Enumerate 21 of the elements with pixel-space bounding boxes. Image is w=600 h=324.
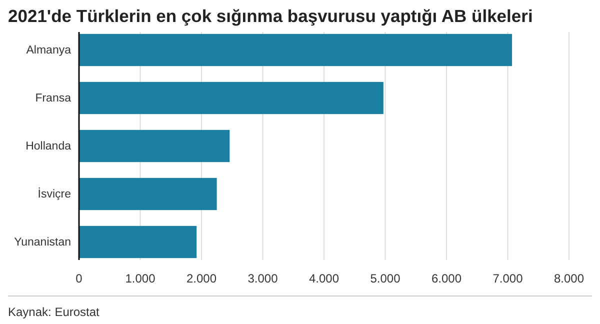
x-tick-label: 6.000 [431, 272, 462, 286]
chart-title: 2021'de Türklerin en çok sığınma başvurusu yaptığı AB ülkeleri [8, 6, 533, 26]
y-tick-label: Fransa [35, 92, 72, 105]
bar [79, 178, 217, 210]
bar [79, 34, 512, 66]
bar [79, 226, 197, 258]
x-tick-label: 0 [76, 272, 83, 286]
y-tick-label: Almanya [26, 44, 72, 57]
y-tick-label: Hollanda [26, 140, 72, 153]
x-tick-label: 8.000 [554, 272, 584, 286]
y-tick-label: Yunanistan [14, 236, 71, 249]
x-tick-label: 7.000 [492, 272, 524, 286]
bar [79, 130, 230, 162]
x-tick-label: 4.000 [308, 272, 340, 286]
text: Kaynak: Eurostat [8, 305, 100, 319]
bar [79, 82, 384, 114]
x-tick-label: 3.000 [248, 272, 278, 286]
x-tick-label: 2.000 [186, 272, 217, 286]
x-tick-label: 1.000 [125, 272, 156, 286]
x-tick-label: 5.000 [370, 272, 401, 286]
y-tick-label: İsviçre [38, 188, 71, 201]
